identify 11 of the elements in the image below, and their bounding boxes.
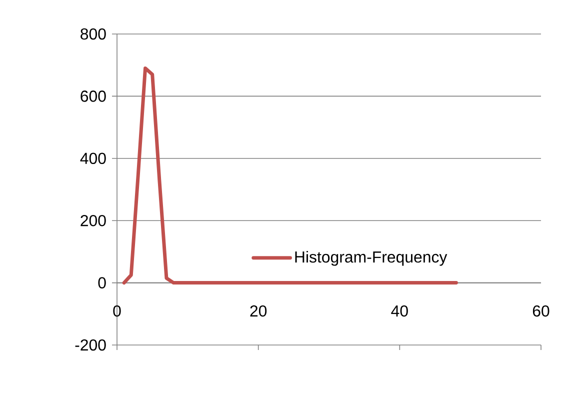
x-tick-label: 20 — [250, 305, 267, 317]
x-tick-label: 0 — [113, 305, 121, 317]
y-tick-label: 400 — [80, 152, 106, 164]
x-tick-label: 60 — [532, 305, 550, 317]
y-tick-label: -200 — [75, 339, 106, 351]
y-tick-label: 800 — [80, 28, 106, 40]
x-tick-label: 40 — [391, 305, 408, 317]
legend-label: Histogram-Frequency — [295, 250, 448, 266]
y-tick-label: 200 — [80, 214, 106, 226]
y-tick-label: 600 — [80, 90, 106, 102]
y-tick-label: 0 — [98, 277, 106, 288]
